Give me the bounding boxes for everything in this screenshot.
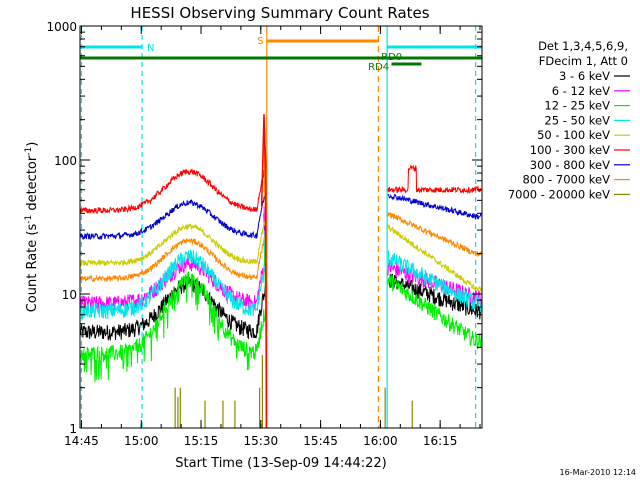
x-tick-label: 15:15 [184, 434, 219, 448]
timestamp: 16-Mar-2010 12:14 [560, 468, 637, 477]
legend: Det 1,3,4,5,6,9, FDecim 1, Att 0 3 - 6 k… [508, 39, 630, 201]
x-tick-label: 15:00 [124, 434, 159, 448]
series-line-post [387, 273, 482, 320]
legend-label: 3 - 6 keV [559, 69, 610, 83]
y-axis-label-sup: -1 [24, 147, 34, 156]
x-tick-label: 16:00 [363, 434, 398, 448]
legend-label: 300 - 800 keV [530, 158, 610, 172]
legend-label: 25 - 50 keV [544, 113, 610, 127]
series-line-post [387, 224, 482, 292]
x-axis: 14:45 15:00 15:15 15:30 15:45 16:00 16:15 [64, 26, 481, 448]
y-axis-label-part: ) [25, 142, 40, 147]
legend-header-line: Det 1,3,4,5,6,9, [538, 39, 628, 53]
series-line-pre [79, 240, 267, 383]
y-tick-label: 1000 [46, 20, 77, 34]
plot-frame [79, 25, 483, 429]
legend-label: 100 - 300 keV [530, 143, 610, 157]
legend-label: 50 - 100 keV [537, 128, 610, 142]
flare-spike [260, 114, 268, 429]
series-line-pre [79, 180, 267, 268]
legend-label: 6 - 12 keV [552, 84, 610, 98]
y-tick-label: 1 [69, 422, 77, 436]
y-axis-label-part: detector [25, 155, 40, 215]
series-line-post [387, 274, 482, 350]
y-tick-label: 100 [54, 154, 77, 168]
x-tick-label: 15:45 [303, 434, 338, 448]
chart-title: HESSI Observing Summary Count Rates [130, 4, 429, 22]
series-line-post [387, 250, 482, 313]
x-tick-label: 14:45 [64, 434, 99, 448]
flag-label: RD4 [368, 62, 389, 73]
y-tick-label: 10 [62, 288, 77, 302]
flag-label: RD0 [381, 52, 402, 63]
series-line-pre [79, 149, 267, 283]
flag-label: N [147, 43, 154, 54]
series-line-pre [79, 116, 267, 214]
y-axis-label: Count Rate (s-1 detector-1) [24, 142, 40, 313]
series-line-post [387, 212, 482, 257]
x-axis-label: Start Time (13-Sep-09 14:44:22) [175, 456, 386, 471]
legend-header-line: FDecim 1, Att 0 [539, 54, 628, 68]
legend-label: 12 - 25 keV [544, 99, 610, 113]
series-line-pre [79, 129, 267, 241]
x-tick-label: 16:15 [423, 434, 458, 448]
series-line-post [387, 164, 482, 195]
flag-label: S [257, 36, 263, 47]
y-axis-label-sup: -1 [24, 215, 34, 224]
legend-label: 800 - 7000 keV [522, 173, 610, 187]
legend-label: 7000 - 20000 keV [508, 187, 610, 201]
x-tick-label: 15:30 [244, 434, 279, 448]
y-axis: 1 10 100 1000 [46, 20, 482, 436]
series-line-pre [79, 230, 267, 322]
y-axis-label-part: Count Rate (s [25, 224, 40, 313]
series-line-post [387, 193, 482, 221]
